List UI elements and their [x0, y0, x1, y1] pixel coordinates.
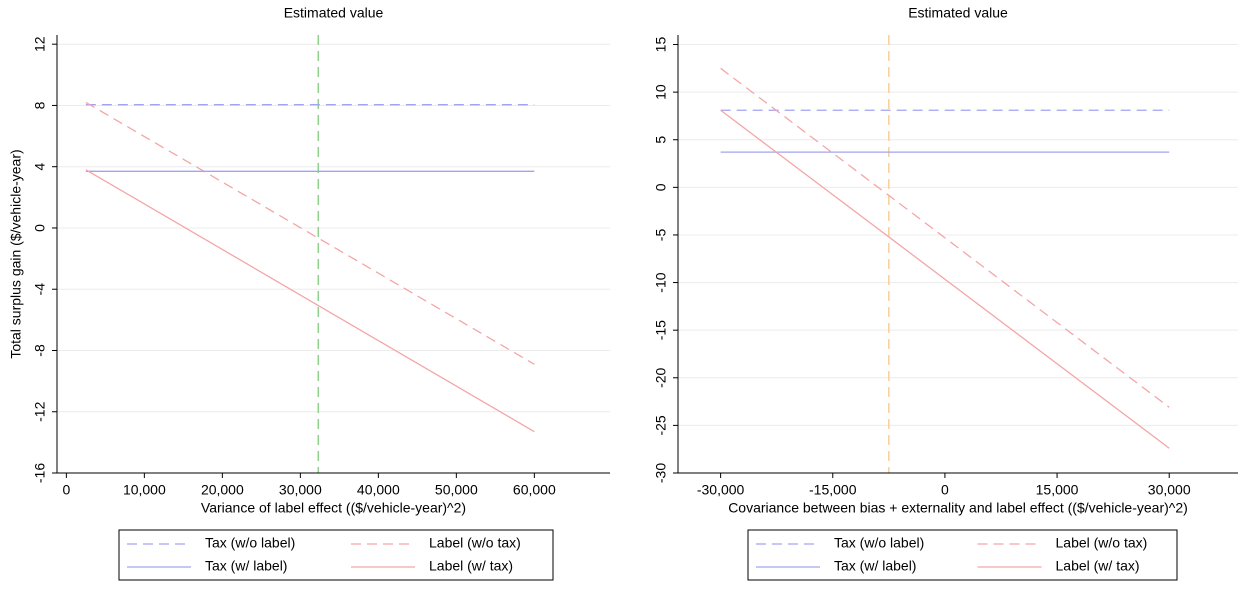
- y-tick-label: -10: [653, 272, 669, 292]
- y-tick-label: 0: [653, 183, 669, 191]
- legend-box: [747, 529, 1178, 581]
- x-tick-label: -15,000: [809, 482, 857, 498]
- y-tick-label: 12: [32, 36, 48, 52]
- series-line: [720, 109, 1170, 449]
- y-tick-label: -12: [32, 401, 48, 421]
- x-tick-label: -30,000: [697, 482, 745, 498]
- legend-box: [118, 529, 554, 581]
- series-line: [85, 101, 535, 365]
- legend-label: Label (w/o tax): [429, 535, 521, 551]
- plot-area: [57, 35, 610, 473]
- y-tick-label: -8: [32, 344, 48, 357]
- series-line: [720, 67, 1170, 408]
- x-tick-label: 30,000: [1148, 482, 1191, 498]
- x-tick-label: 30,000: [279, 482, 322, 498]
- legend-label: Tax (w/o label): [834, 535, 924, 551]
- legend-label: Tax (w/ label): [205, 558, 287, 574]
- x-tick-label: 20,000: [201, 482, 244, 498]
- y-tick-label: -15: [653, 320, 669, 340]
- y-tick-label: 4: [32, 163, 48, 171]
- x-tick-label: 40,000: [357, 482, 400, 498]
- y-tick-label: 5: [653, 136, 669, 144]
- y-axis-label: Total surplus gain ($/vehicle-year): [8, 149, 24, 358]
- chart-title: Estimated value: [908, 5, 1008, 21]
- x-tick-label: 0: [62, 482, 70, 498]
- y-tick-label: -30: [653, 463, 669, 483]
- legend-label: Label (w/ tax): [429, 558, 513, 574]
- y-tick-label: -4: [32, 283, 48, 296]
- chart-title: Estimated value: [284, 5, 384, 21]
- y-tick-label: -25: [653, 415, 669, 435]
- y-tick-label: 10: [653, 84, 669, 100]
- y-tick-label: -5: [653, 229, 669, 242]
- plot-area: [678, 35, 1238, 473]
- legend-label: Tax (w/o label): [205, 535, 295, 551]
- y-tick-label: 0: [32, 224, 48, 232]
- legend-label: Label (w/ tax): [1056, 558, 1140, 574]
- x-tick-label: 10,000: [123, 482, 166, 498]
- legend-label: Label (w/o tax): [1056, 535, 1148, 551]
- x-tick-label: 50,000: [435, 482, 478, 498]
- y-tick-label: 15: [653, 37, 669, 53]
- x-tick-label: 15,000: [1036, 482, 1079, 498]
- y-tick-label: -20: [653, 367, 669, 387]
- y-tick-label: 8: [32, 101, 48, 109]
- x-tick-label: 60,000: [513, 482, 556, 498]
- series-line: [85, 169, 535, 433]
- x-axis-label: Variance of label effect (($/vehicle-yea…: [201, 500, 466, 516]
- legend-label: Tax (w/ label): [834, 558, 916, 574]
- x-axis-label: Covariance between bias + externality an…: [728, 500, 1188, 516]
- y-tick-label: -16: [32, 463, 48, 483]
- x-tick-label: 0: [941, 482, 949, 498]
